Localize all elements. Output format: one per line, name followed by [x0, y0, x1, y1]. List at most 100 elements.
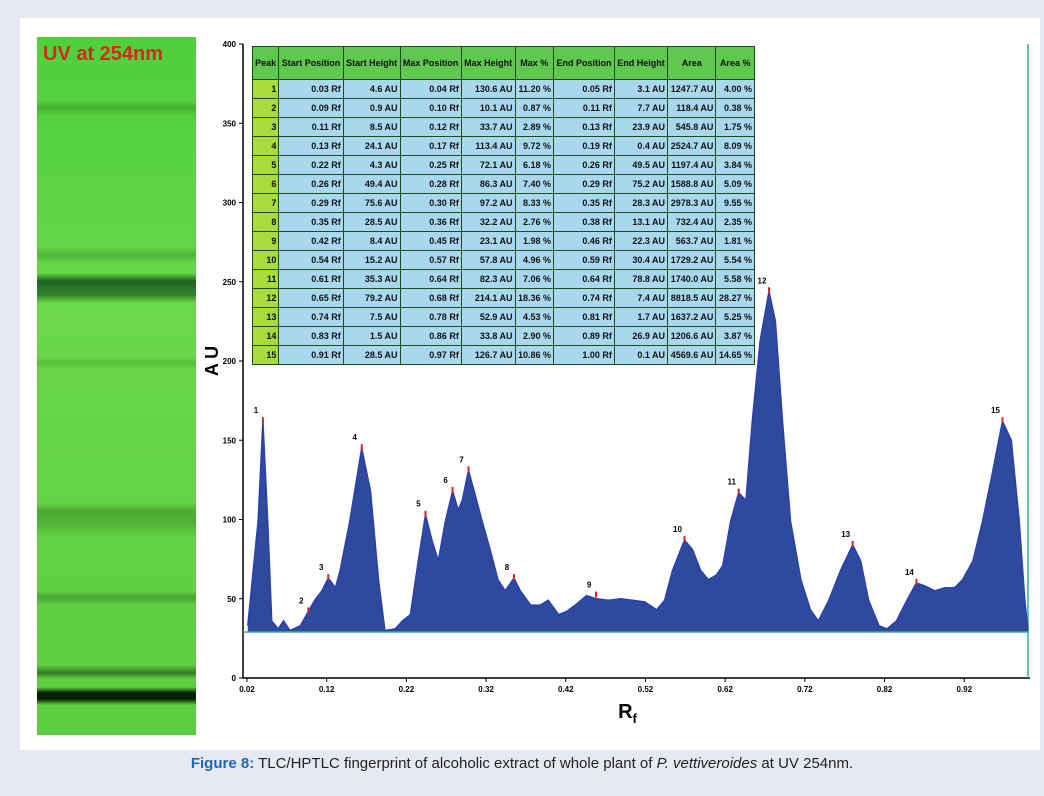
table-cell: 2.76 %: [514, 212, 555, 232]
table-row: 8 0.35 Rf 28.5 AU 0.36 Rf 32.2 AU 2.76 % 0.38 …: [251, 212, 755, 232]
table-cell: 0.29 Rf: [278, 193, 344, 213]
x-axis-label-base: R: [618, 701, 633, 723]
table-row: 7 0.29 Rf 75.6 AU 0.30 Rf 97.2 AU 8.33 % 0.35 …: [251, 193, 755, 213]
x-tick-label: 0.02: [239, 685, 255, 694]
table-header-cell: End Position: [553, 46, 615, 80]
peak-number-cell: 4: [251, 136, 280, 156]
table-header-cell: End Height: [613, 46, 669, 80]
table-cell: 1.75 %: [715, 117, 755, 137]
table-header-cell: Start Height: [342, 46, 401, 80]
table-cell: 0.45 Rf: [399, 231, 462, 251]
table-cell: 79.2 AU: [342, 288, 401, 308]
table-cell: 9.55 %: [715, 193, 755, 213]
peak-label: 15: [991, 406, 1000, 415]
table-cell: 0.29 Rf: [553, 174, 615, 194]
table-cell: 1.7 AU: [613, 307, 669, 327]
table-row: 12 0.65 Rf 79.2 AU 0.68 Rf 214.1 AU 18.36 % 0.…: [251, 288, 755, 308]
table-cell: 0.26 Rf: [278, 174, 344, 194]
peak-number-cell: 15: [251, 345, 280, 365]
peak-number-cell: 11: [251, 269, 280, 289]
table-header-cell: Start Position: [278, 46, 344, 80]
y-tick-label: 300: [223, 199, 237, 208]
peak-label: 7: [459, 455, 464, 464]
table-cell: 75.2 AU: [613, 174, 669, 194]
table-header: Peak Start Position Start Height Max Positi…: [251, 46, 755, 80]
caption-species: P. vettiveroides: [656, 755, 758, 772]
table-cell: 8.33 %: [514, 193, 555, 213]
table-cell: 0.74 Rf: [553, 288, 615, 308]
table-cell: 33.7 AU: [460, 117, 516, 137]
table-cell: 4.00 %: [715, 79, 755, 99]
table-cell: 118.4 AU: [667, 98, 717, 118]
peak-label: 12: [758, 276, 767, 285]
table-cell: 32.2 AU: [460, 212, 516, 232]
table-cell: 3.84 %: [715, 155, 755, 175]
table-cell: 28.5 AU: [342, 212, 401, 232]
table-cell: 8.09 %: [715, 136, 755, 156]
table-cell: 1.81 %: [715, 231, 755, 251]
y-tick-label: 400: [223, 40, 237, 49]
table-cell: 0.09 Rf: [278, 98, 344, 118]
table-cell: 3.87 %: [715, 326, 755, 346]
y-tick-label: 0: [232, 674, 237, 683]
caption-text: at UV 254nm.: [757, 755, 854, 772]
peak-label: 3: [319, 563, 324, 572]
table-row: 13 0.74 Rf 7.5 AU 0.78 Rf 52.9 AU 4.53 % 0.81 …: [251, 307, 755, 327]
table-cell: 0.57 Rf: [399, 250, 462, 270]
caption-label: Figure 8:: [190, 755, 255, 772]
table-cell: 0.13 Rf: [278, 136, 344, 156]
table-cell: 0.78 Rf: [399, 307, 462, 327]
table-cell: 5.25 %: [715, 307, 755, 327]
table-cell: 7.7 AU: [613, 98, 669, 118]
table-cell: 0.30 Rf: [399, 193, 462, 213]
table-header-cell: Area: [667, 46, 717, 80]
peak-number-cell: 1: [251, 79, 280, 99]
peak-label: 13: [841, 530, 850, 539]
caption: Figure 8: TLC/HPTLC fingerprint of alcoh…: [0, 755, 1044, 772]
x-tick-label: 0.42: [558, 685, 574, 694]
area-fill: [247, 291, 1028, 633]
peak-number-cell: 13: [251, 307, 280, 327]
y-tick-label: 250: [223, 278, 237, 287]
table-cell: 1637.2 AU: [667, 307, 717, 327]
table-cell: 0.35 Rf: [278, 212, 344, 232]
plate-label: UV at 254nm: [43, 43, 164, 65]
peak-label: 1: [254, 406, 259, 415]
table-cell: 0.74 Rf: [278, 307, 344, 327]
peak-number-cell: 5: [251, 155, 280, 175]
x-tick-label: 0.52: [638, 685, 654, 694]
tlc-plate: UV at 254nm: [37, 37, 196, 735]
peak-number-cell: 10: [251, 250, 280, 270]
table-cell: 0.12 Rf: [399, 117, 462, 137]
table-cell: 7.4 AU: [613, 288, 669, 308]
peak-number-cell: 7: [251, 193, 280, 213]
table-cell: 0.89 Rf: [553, 326, 615, 346]
table-cell: 0.03 Rf: [278, 79, 344, 99]
table-cell: 78.8 AU: [613, 269, 669, 289]
table-cell: 0.13 Rf: [553, 117, 615, 137]
x-axis-label: Rf: [618, 701, 637, 726]
y-tick-label: 150: [223, 436, 237, 445]
table-cell: 0.11 Rf: [278, 117, 344, 137]
table-row: 10 0.54 Rf 15.2 AU 0.57 Rf 57.8 AU 4.96 % 0.59…: [251, 250, 755, 270]
table-cell: 0.11 Rf: [553, 98, 615, 118]
table-cell: 2978.3 AU: [667, 193, 717, 213]
y-axis-label: A U: [202, 346, 222, 376]
table-cell: 7.5 AU: [342, 307, 401, 327]
table-cell: 0.81 Rf: [553, 307, 615, 327]
caption-text: TLC/HPTLC fingerprint of alcoholic extra…: [258, 755, 657, 772]
table-cell: 97.2 AU: [460, 193, 516, 213]
table-cell: 8818.5 AU: [667, 288, 717, 308]
table-cell: 0.54 Rf: [278, 250, 344, 270]
table-cell: 35.3 AU: [342, 269, 401, 289]
table-row: 1 0.03 Rf 4.6 AU 0.04 Rf 130.6 AU 11.20 % 0.05…: [251, 79, 755, 99]
table-cell: 0.64 Rf: [399, 269, 462, 289]
table-cell: 30.4 AU: [613, 250, 669, 270]
table-cell: 5.58 %: [715, 269, 755, 289]
table-cell: 0.91 Rf: [278, 345, 344, 365]
curve-line: [247, 291, 1029, 632]
table-cell: 3.1 AU: [613, 79, 669, 99]
x-tick-label: 0.72: [797, 685, 813, 694]
table-cell: 14.65 %: [715, 345, 755, 365]
